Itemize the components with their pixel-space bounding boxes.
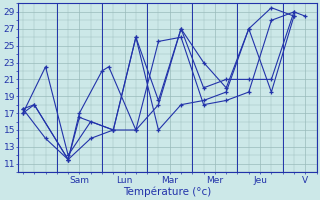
X-axis label: Température (°c): Température (°c) (124, 186, 212, 197)
